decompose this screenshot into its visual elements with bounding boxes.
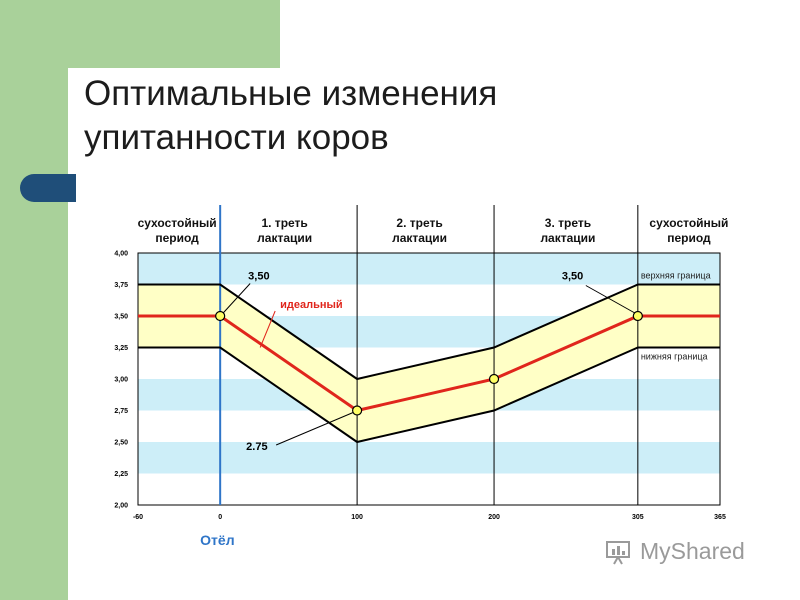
period-header-line2: лактации <box>392 231 447 245</box>
decor-blue-tab <box>20 174 76 202</box>
value-label-right: 3,50 <box>562 271 583 283</box>
ideal-marker <box>632 310 643 322</box>
x-tick-label: -60 <box>133 514 143 521</box>
y-tick-label: 4,00 <box>114 251 128 258</box>
y-tick-label: 2,25 <box>114 471 128 478</box>
watermark-text: MyShared <box>640 538 745 564</box>
ideal-label: идеальный <box>280 299 343 311</box>
ideal-marker <box>215 310 226 322</box>
value-leader-right <box>585 285 636 314</box>
ideal-line <box>138 314 720 413</box>
value-leader-left <box>222 283 251 314</box>
value-label-left: 3,50 <box>248 271 269 283</box>
period-header-line2: лактации <box>540 231 595 245</box>
period-header-line2: лактации <box>257 231 312 245</box>
slide-title-line2: упитанности коров <box>84 118 389 157</box>
body-condition-chart: 2,00 2,25 2,50 2,75 3,00 3,25 3,50 3,75 4,00 -60 0… <box>114 205 729 549</box>
y-tick-label: 2,75 <box>114 408 128 415</box>
slide-title: Оптимальные изменения упитанности коров <box>84 72 684 160</box>
slide-title-line1: Оптимальные изменения <box>84 74 498 113</box>
period-header-line1: сухостойный <box>649 216 728 230</box>
x-tick-label: 200 <box>488 514 500 521</box>
y-tick-label: 3,00 <box>114 377 128 384</box>
ideal-marker <box>352 405 363 416</box>
stripe <box>138 253 720 285</box>
x-tick-label: 365 <box>714 514 726 521</box>
annotations: идеальный 3,50 3,50 2.75 верхняя граница нижн… <box>200 271 710 549</box>
upper-bound-line <box>138 283 720 381</box>
chart-frame <box>137 205 721 506</box>
period-header-line2: период <box>155 231 199 245</box>
x-tick-label: 100 <box>351 514 363 521</box>
y-tick-label: 3,50 <box>114 314 128 321</box>
lower-bound-label: нижняя граница <box>641 352 708 362</box>
period-header-line1: 1. треть <box>261 216 307 230</box>
y-tick-label: 2,00 <box>114 503 128 510</box>
period-header-line1: 3. треть <box>545 216 591 230</box>
myshared-logo-icon <box>606 539 634 565</box>
y-tick-label: 2,50 <box>114 440 128 447</box>
x-tick-label: 0 <box>218 514 222 521</box>
stripe <box>138 442 720 474</box>
y-tick-label: 3,75 <box>114 282 128 289</box>
value-label-bottom: 2.75 <box>246 441 267 453</box>
x-tick-label: 305 <box>632 514 644 521</box>
y-tick-label: 3,25 <box>114 345 128 352</box>
period-header-line2: период <box>667 231 711 245</box>
period-header-line1: сухостойный <box>138 216 217 230</box>
ideal-marker <box>488 373 500 385</box>
calving-label: Отёл <box>200 532 234 548</box>
lower-bound-line <box>138 346 720 444</box>
value-leader-bottom <box>275 412 354 446</box>
series-lines <box>138 283 720 444</box>
watermark: MyShared <box>606 538 745 565</box>
period-header-line1: 2. треть <box>396 216 442 230</box>
upper-bound-label: верхняя граница <box>641 271 711 281</box>
ideal-label-leader <box>259 310 276 348</box>
decor-green-strip <box>0 0 68 600</box>
plot-frame <box>137 252 721 506</box>
axis-labels: 2,00 2,25 2,50 2,75 3,00 3,25 3,50 3,75 4,00 -60 0… <box>114 251 726 522</box>
